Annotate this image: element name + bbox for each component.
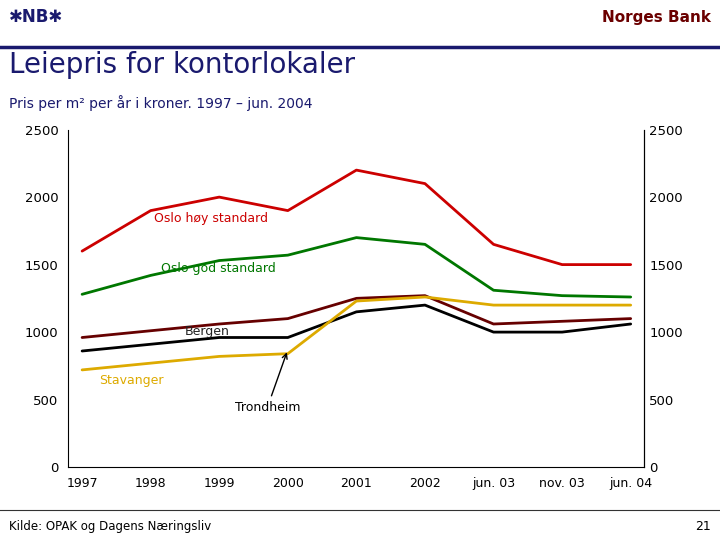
Text: Kilde: OPAK og Dagens Næringsliv: Kilde: OPAK og Dagens Næringsliv (9, 520, 211, 533)
Text: Trondheim: Trondheim (235, 354, 300, 414)
Text: Pris per m² per år i kroner. 1997 – jun. 2004: Pris per m² per år i kroner. 1997 – jun.… (9, 95, 312, 111)
Text: 21: 21 (696, 520, 711, 533)
Text: Oslo god standard: Oslo god standard (161, 262, 276, 275)
Text: Oslo høy standard: Oslo høy standard (154, 212, 268, 225)
Text: Stavanger: Stavanger (99, 374, 163, 387)
Text: Norges Bank: Norges Bank (603, 10, 711, 25)
Text: ✱NB✱: ✱NB✱ (9, 9, 63, 26)
Text: Bergen: Bergen (185, 325, 230, 338)
Text: Leiepris for kontorlokaler: Leiepris for kontorlokaler (9, 51, 355, 79)
